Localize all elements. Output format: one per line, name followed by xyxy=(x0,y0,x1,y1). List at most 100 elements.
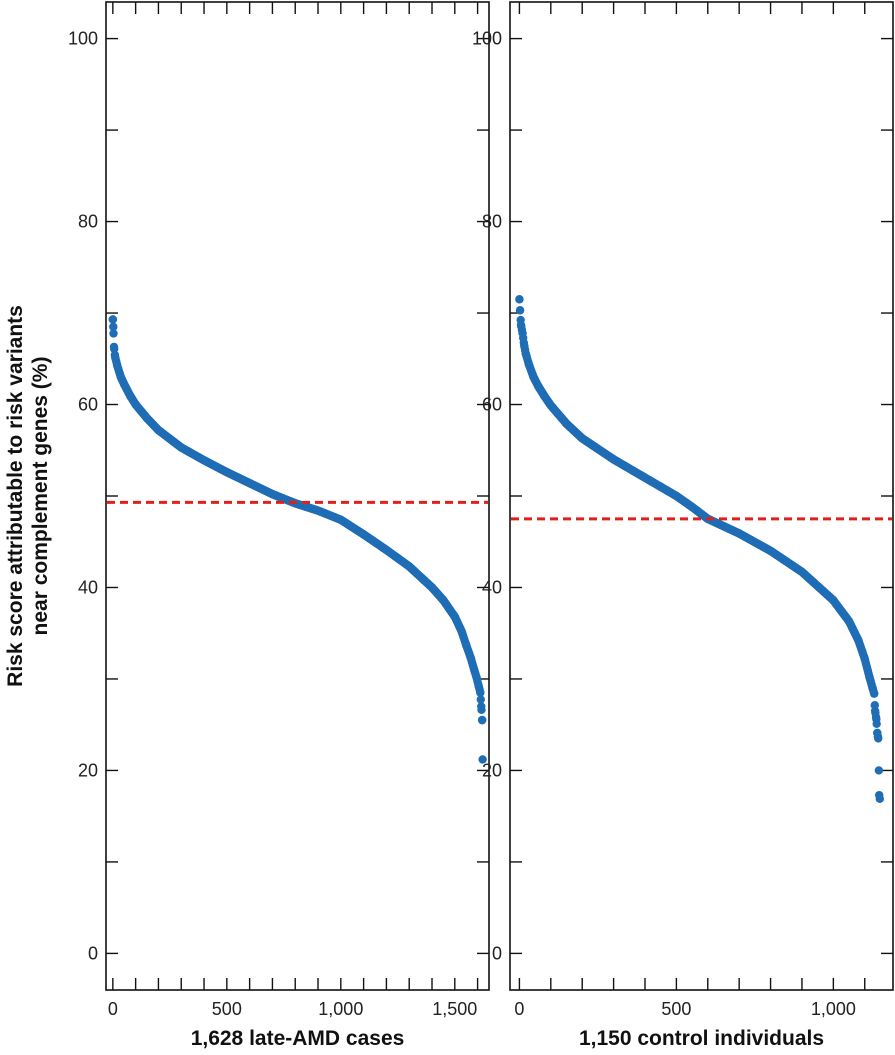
data-point xyxy=(578,434,587,443)
y-axis-title: Risk score attributable to risk variants… xyxy=(4,305,52,687)
y-tick-label: 100 xyxy=(68,29,98,49)
data-point xyxy=(336,515,346,524)
data-point xyxy=(518,328,527,338)
x-axis-title: 1,150 control individuals xyxy=(579,1027,824,1050)
data-point xyxy=(854,636,863,645)
data-point xyxy=(797,567,807,577)
data-point xyxy=(870,706,880,716)
data-point xyxy=(116,372,126,382)
data-point xyxy=(872,715,881,724)
data-point xyxy=(477,715,487,725)
data-point xyxy=(382,545,391,555)
data-point xyxy=(869,689,879,698)
data-point xyxy=(562,419,571,428)
data-point xyxy=(540,392,549,401)
y-tick-label: 60 xyxy=(482,395,502,415)
data-point xyxy=(108,315,118,324)
data-point xyxy=(120,380,129,389)
data-point xyxy=(113,361,122,371)
data-point xyxy=(154,425,163,435)
data-points xyxy=(515,295,885,803)
x-tick-label: 0 xyxy=(514,999,524,1019)
data-point xyxy=(302,502,311,512)
data-point xyxy=(450,612,459,621)
data-point xyxy=(457,627,466,636)
data-point xyxy=(472,672,481,682)
data-point xyxy=(766,546,775,556)
y-tick-label: 0 xyxy=(88,943,98,963)
data-point xyxy=(109,322,118,331)
data-point xyxy=(110,352,120,362)
data-point xyxy=(546,401,556,410)
data-point xyxy=(521,349,530,358)
x-tick-label: 1,000 xyxy=(318,999,363,1019)
data-point xyxy=(462,640,471,650)
data-point xyxy=(477,702,486,711)
data-point xyxy=(529,372,538,382)
outlier-point xyxy=(874,766,884,775)
data-point xyxy=(516,320,526,330)
data-point xyxy=(844,617,854,626)
x-axis-title: 1,628 late-AMD cases xyxy=(191,1027,405,1050)
data-point xyxy=(874,734,883,743)
data-point xyxy=(268,489,277,499)
y-axis-title-line-2: near complement genes (%) xyxy=(29,357,52,636)
x-tick-label: 500 xyxy=(661,999,691,1019)
x-tick-label: 0 xyxy=(108,999,118,1019)
y-tick-label: 40 xyxy=(78,577,98,597)
data-point xyxy=(313,506,323,515)
data-point xyxy=(534,382,543,391)
y-axis-title-line-1: Risk score attributable to risk variants xyxy=(4,305,27,687)
data-point xyxy=(829,596,838,605)
y-tick-label: 80 xyxy=(78,212,98,232)
data-points xyxy=(108,315,487,764)
data-point xyxy=(142,414,152,423)
data-point xyxy=(672,491,681,501)
y-tick-label: 20 xyxy=(78,760,98,780)
y-tick-label: 60 xyxy=(78,395,98,415)
outlier-point xyxy=(875,794,885,803)
data-point xyxy=(131,400,140,409)
data-point xyxy=(734,529,744,538)
plot-frame xyxy=(105,1,490,991)
data-point xyxy=(865,672,874,682)
data-point xyxy=(687,502,697,512)
data-point xyxy=(860,654,869,664)
data-point xyxy=(640,473,650,482)
panel-late-amd-cases: 0 20 40 60 80 100 0 500 1,000 1,500 1,628 late-AMD… xyxy=(68,1,490,1050)
data-point xyxy=(609,455,618,464)
y-tick-label: 80 xyxy=(482,212,502,232)
data-point xyxy=(439,596,448,605)
plot-frame xyxy=(509,1,894,991)
x-tick-label: 1,000 xyxy=(811,999,856,1019)
data-point xyxy=(245,478,254,488)
data-point xyxy=(109,329,118,338)
data-point xyxy=(474,682,483,691)
data-point xyxy=(515,295,524,304)
data-point xyxy=(125,391,135,400)
data-point xyxy=(524,360,534,369)
data-point xyxy=(515,306,525,315)
x-tick-label: 500 xyxy=(212,999,242,1019)
data-point xyxy=(199,456,209,465)
data-point xyxy=(177,443,186,452)
outlier-point xyxy=(478,755,487,764)
data-point xyxy=(109,342,119,352)
panel-control-individuals: 0 20 40 60 80 100 0 500 1,000 1,150 control indiv… xyxy=(472,1,894,1050)
data-point xyxy=(222,468,232,477)
y-tick-label: 20 xyxy=(482,760,502,780)
data-point xyxy=(476,688,485,697)
data-point xyxy=(519,340,529,350)
data-point xyxy=(476,695,485,704)
data-point xyxy=(469,665,479,675)
y-tick-label: 100 xyxy=(472,29,502,49)
y-tick-label: 0 xyxy=(492,943,502,963)
x-tick-label: 1,500 xyxy=(432,999,477,1019)
data-point xyxy=(466,653,475,663)
data-point xyxy=(405,562,414,571)
data-point xyxy=(427,583,437,592)
y-tick-label: 40 xyxy=(482,577,502,597)
data-point xyxy=(359,530,368,539)
